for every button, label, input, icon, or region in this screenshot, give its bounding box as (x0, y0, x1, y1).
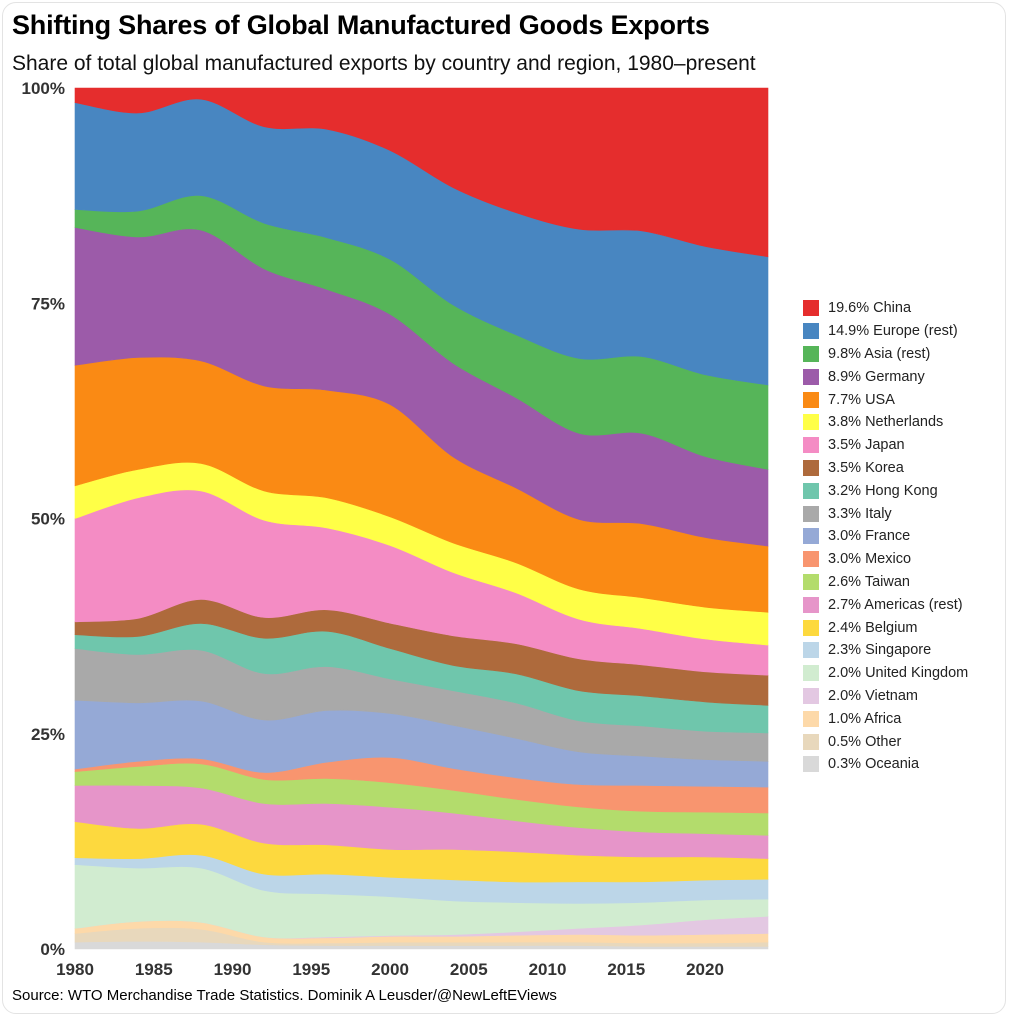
x-tick-label: 2020 (686, 960, 724, 979)
legend-label: 19.6% China (828, 300, 912, 317)
legend-item-singapore: 2.3% Singapore (803, 639, 1003, 662)
legend-label: 0.3% Oceania (828, 756, 920, 773)
legend-swatch (803, 323, 819, 340)
legend-swatch (803, 391, 819, 408)
legend-item-usa: 7.7% USA (803, 388, 1003, 411)
legend-item-germany: 8.9% Germany (803, 365, 1003, 388)
x-tick-label: 1995 (292, 960, 330, 979)
legend-swatch (803, 733, 819, 750)
legend-item-europe-rest: 14.9% Europe (rest) (803, 320, 1003, 343)
legend-label: 2.0% United Kingdom (828, 665, 969, 682)
x-tick-label: 1980 (56, 960, 94, 979)
legend-item-hong-kong: 3.2% Hong Kong (803, 479, 1003, 502)
legend-swatch (803, 437, 819, 454)
area-china (74, 87, 769, 258)
legend-swatch (803, 459, 819, 476)
legend-item-mexico: 3.0% Mexico (803, 548, 1003, 571)
x-tick-label: 1985 (135, 960, 173, 979)
legend-swatch (803, 505, 819, 522)
legend-swatch (803, 414, 819, 431)
legend-swatch (803, 368, 819, 385)
legend-label: 1.0% Africa (828, 710, 902, 727)
legend-item-taiwan: 2.6% Taiwan (803, 571, 1003, 594)
legend-swatch (803, 528, 819, 545)
legend-swatch (803, 619, 819, 636)
area-layers (74, 87, 769, 950)
legend-label: 0.5% Other (828, 733, 902, 750)
x-tick-label: 2015 (607, 960, 645, 979)
legend-swatch (803, 300, 819, 317)
y-tick-label: 25% (31, 725, 65, 744)
legend-item-italy: 3.3% Italy (803, 502, 1003, 525)
y-tick-label: 0% (40, 940, 65, 959)
legend-label: 9.8% Asia (rest) (828, 345, 931, 362)
legend-label: 2.7% Americas (rest) (828, 596, 963, 613)
legend-label: 3.3% Italy (828, 505, 892, 522)
x-tick-label: 2000 (371, 960, 409, 979)
legend-item-oceania: 0.3% Oceania (803, 753, 1003, 776)
legend-label: 2.6% Taiwan (828, 573, 910, 590)
legend-label: 3.2% Hong Kong (828, 482, 938, 499)
legend-item-other: 0.5% Other (803, 730, 1003, 753)
legend-label: 3.8% Netherlands (828, 414, 944, 431)
y-tick-label: 75% (31, 294, 65, 313)
legend-swatch (803, 687, 819, 704)
legend-label: 3.5% Korea (828, 459, 904, 476)
source-note: Source: WTO Merchandise Trade Statistics… (12, 987, 557, 1004)
chart-legend: 19.6% China 14.9% Europe (rest) 9.8% Asia … (803, 297, 1003, 776)
legend-item-netherlands: 3.8% Netherlands (803, 411, 1003, 434)
legend-item-japan: 3.5% Japan (803, 434, 1003, 457)
legend-swatch (803, 573, 819, 590)
legend-label: 3.0% Mexico (828, 551, 912, 568)
legend-swatch (803, 345, 819, 362)
legend-label: 8.9% Germany (828, 368, 925, 385)
legend-item-africa: 1.0% Africa (803, 707, 1003, 730)
legend-label: 3.0% France (828, 528, 911, 545)
y-tick-label: 100% (22, 79, 65, 98)
legend-label: 14.9% Europe (rest) (828, 323, 958, 340)
legend-swatch (803, 482, 819, 499)
legend-item-americas-rest: 2.7% Americas (rest) (803, 593, 1003, 616)
legend-label: 2.4% Belgium (828, 619, 918, 636)
legend-swatch (803, 756, 819, 773)
legend-swatch (803, 642, 819, 659)
x-tick-label: 1990 (214, 960, 252, 979)
legend-swatch (803, 665, 819, 682)
legend-item-china: 19.6% China (803, 297, 1003, 320)
x-tick-label: 2010 (529, 960, 567, 979)
legend-item-france: 3.0% France (803, 525, 1003, 548)
y-tick-label: 50% (31, 510, 65, 529)
legend-label: 7.7% USA (828, 391, 895, 408)
legend-swatch (803, 551, 819, 568)
legend-item-korea: 3.5% Korea (803, 457, 1003, 480)
y-axis-ticks: 0% 25% 50% 75% 100% (22, 79, 65, 959)
legend-item-united-kingdom: 2.0% United Kingdom (803, 662, 1003, 685)
chart-title: Shifting Shares of Global Manufactured G… (12, 10, 710, 40)
x-axis-ticks: 1980 1985 1990 1995 2000 2005 2010 2015 2020 (56, 960, 724, 979)
legend-label: 3.5% Japan (828, 437, 905, 454)
legend-swatch (803, 710, 819, 727)
legend-item-belgium: 2.4% Belgium (803, 616, 1003, 639)
legend-item-asia-rest: 9.8% Asia (rest) (803, 343, 1003, 366)
chart-subtitle: Share of total global manufactured expor… (12, 52, 756, 75)
legend-label: 2.3% Singapore (828, 642, 932, 659)
legend-item-vietnam: 2.0% Vietnam (803, 685, 1003, 708)
legend-swatch (803, 596, 819, 613)
x-tick-label: 2005 (450, 960, 488, 979)
legend-label: 2.0% Vietnam (828, 687, 919, 704)
